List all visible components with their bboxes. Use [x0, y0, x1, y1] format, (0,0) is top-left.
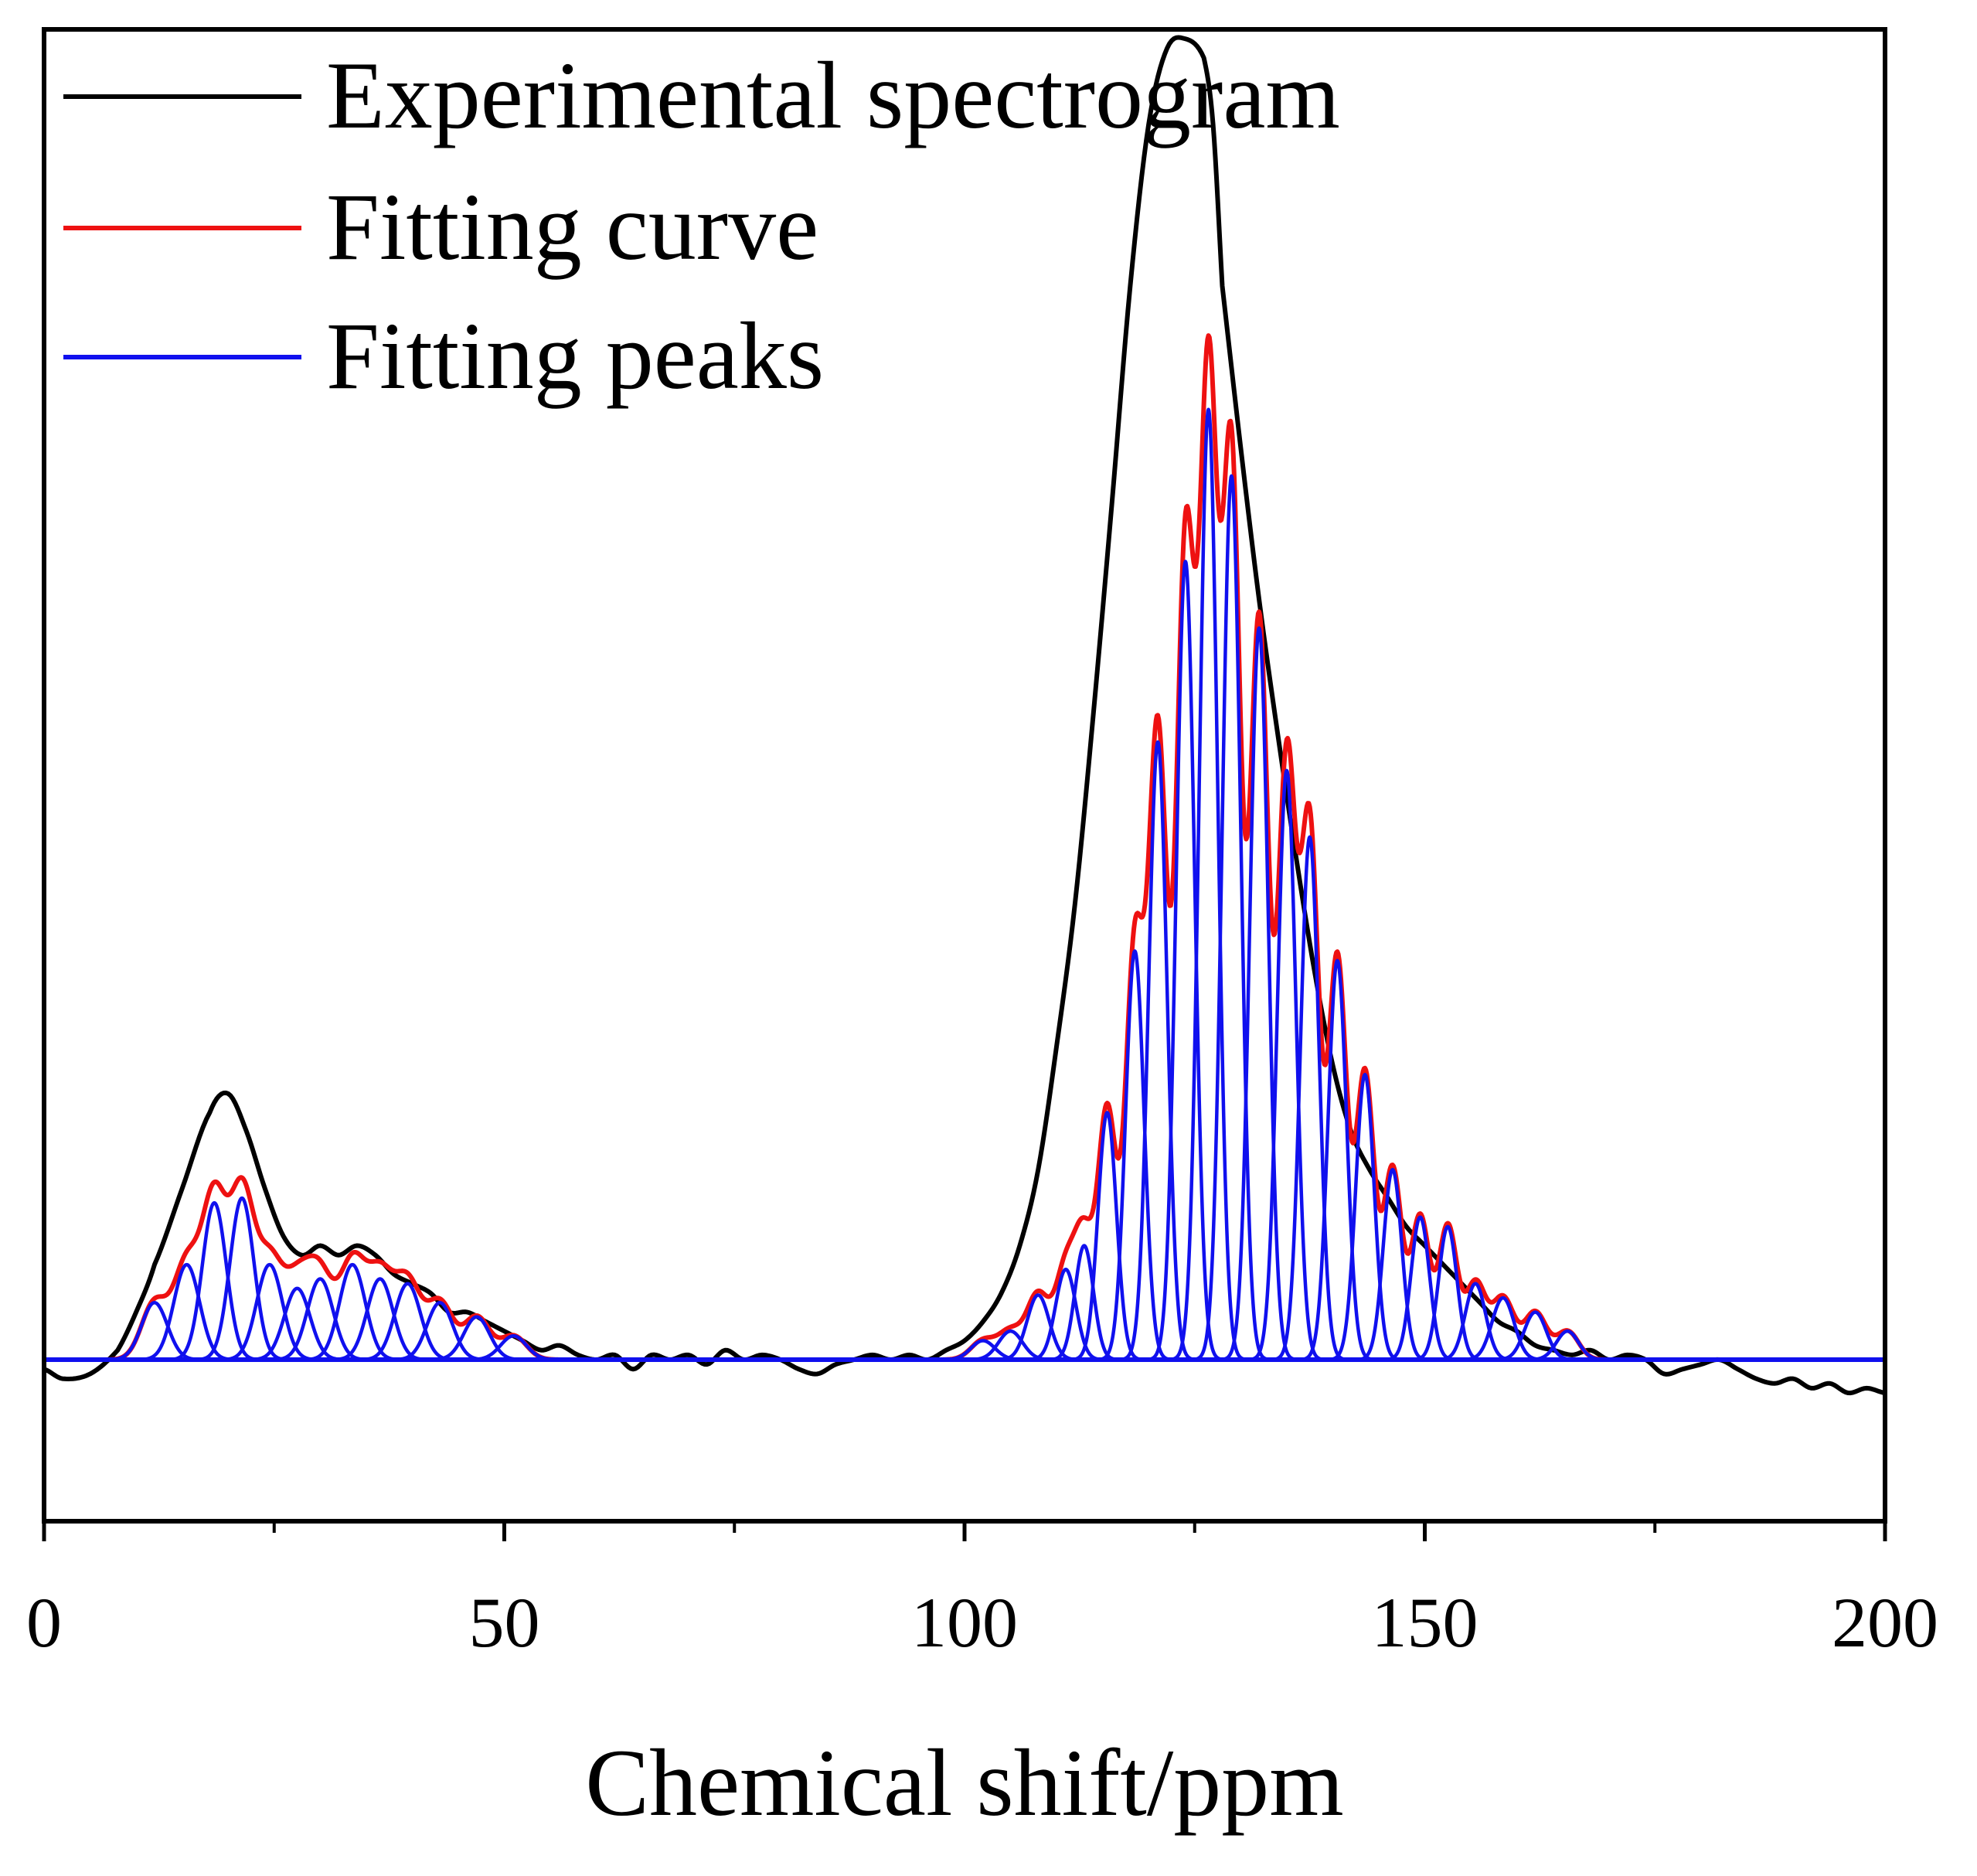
fitting-peak-25 [1216, 626, 1302, 1362]
fitting-peak-12 [417, 1315, 537, 1362]
x-axis-ticks: 0 50 100 150 200 [26, 1521, 1938, 1662]
fitting-peak-35 [1483, 1310, 1587, 1362]
x-tick-label: 150 [1372, 1583, 1478, 1662]
fitting-peak-28 [1294, 958, 1381, 1362]
fitting-peak-21 [1114, 740, 1201, 1362]
x-tick-label: 0 [26, 1583, 62, 1662]
legend-label-peaks: Fitting peaks [326, 303, 824, 409]
fitting-peak-20 [1091, 949, 1179, 1362]
x-axis-label: Chemical shift/ppm [585, 1730, 1344, 1836]
legend-label-experimental: Experimental spectrogram [326, 43, 1340, 148]
fitting-peak-18 [1040, 1244, 1128, 1362]
fitting-peak-19 [1063, 1111, 1151, 1362]
x-tick-label: 50 [469, 1583, 540, 1662]
legend: Experimental spectrogram Fitting curve F… [63, 43, 1340, 409]
fitting-peak-22 [1142, 560, 1229, 1362]
fitting-peak-23 [1165, 407, 1252, 1362]
fitting-peak-26 [1244, 768, 1330, 1362]
x-tick-label: 200 [1832, 1583, 1938, 1662]
legend-label-fit: Fitting curve [326, 174, 818, 280]
series-layer [42, 35, 1887, 1396]
fitting-peak-13 [454, 1334, 573, 1362]
x-tick-label: 100 [911, 1583, 1018, 1662]
fitting-peak-36 [1516, 1329, 1619, 1362]
